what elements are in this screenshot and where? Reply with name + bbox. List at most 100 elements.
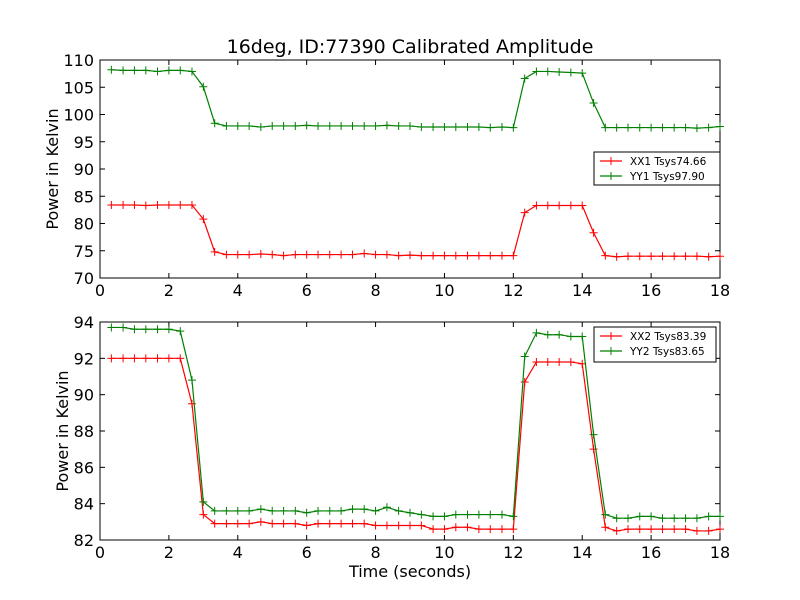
data-point-marker — [279, 519, 288, 528]
x-tick-label: 14 — [572, 543, 592, 562]
data-point-marker — [681, 514, 690, 523]
legend-marker-swatch — [607, 172, 615, 180]
data-point-marker — [291, 121, 300, 130]
data-point-marker — [164, 325, 173, 334]
data-point-marker — [360, 519, 369, 528]
y-tick-label: 110 — [63, 51, 94, 70]
data-point-marker — [681, 252, 690, 261]
data-point-marker — [302, 521, 311, 530]
data-point-marker — [314, 121, 323, 130]
data-point-marker — [624, 525, 633, 534]
data-point-marker — [119, 66, 128, 75]
data-point-marker — [497, 510, 506, 519]
data-point-marker — [440, 123, 449, 132]
data-point-marker — [532, 328, 541, 337]
data-point-marker — [406, 521, 414, 530]
data-point-marker — [532, 357, 541, 366]
data-point-marker — [601, 510, 610, 519]
data-point-marker — [474, 510, 483, 519]
data-point-marker — [555, 357, 564, 366]
data-point-marker — [670, 123, 679, 132]
data-point-marker — [245, 121, 254, 130]
data-point-marker — [210, 119, 219, 128]
data-point-marker — [371, 250, 380, 259]
data-point-marker — [635, 123, 644, 132]
data-point-marker — [256, 123, 265, 132]
x-tick-label: 2 — [164, 543, 174, 562]
x-tick-label: 8 — [370, 281, 380, 300]
data-point-marker — [612, 526, 621, 535]
top-plot: 0 2 4 6 8 10 12 14 16 18 70 75 80 85 90 95 100 105 110 Powe… — [43, 51, 730, 300]
data-point-marker — [647, 123, 656, 132]
data-point-marker — [406, 251, 414, 260]
data-point-marker — [337, 250, 346, 259]
data-point-marker — [119, 200, 128, 209]
data-point-marker — [497, 251, 506, 260]
data-point-marker — [555, 67, 564, 76]
data-point-marker — [130, 354, 139, 363]
x-tick-label: 10 — [434, 281, 454, 300]
data-point-marker — [543, 330, 552, 339]
series-xx2 — [107, 354, 724, 535]
data-point-marker — [658, 123, 667, 132]
data-point-marker — [199, 82, 208, 91]
data-point-marker — [497, 525, 506, 534]
data-point-marker — [199, 510, 208, 519]
x-tick-label: 12 — [503, 281, 523, 300]
data-point-marker — [107, 200, 116, 209]
data-point-marker — [681, 525, 690, 534]
x-tick-label: 0 — [95, 543, 105, 562]
data-point-marker — [187, 376, 196, 385]
data-point-marker — [164, 66, 173, 75]
data-point-marker — [440, 525, 449, 534]
data-point-marker — [222, 506, 231, 515]
data-point-marker — [486, 510, 495, 519]
data-point-marker — [325, 506, 334, 515]
data-point-marker — [566, 68, 575, 77]
data-point-marker — [268, 506, 277, 515]
data-point-marker — [406, 508, 414, 517]
data-point-marker — [210, 506, 219, 515]
data-point-marker — [222, 250, 231, 259]
data-point-marker — [268, 121, 277, 130]
data-point-marker — [141, 325, 150, 334]
data-point-marker — [176, 200, 185, 209]
data-point-marker — [555, 201, 564, 210]
data-point-marker — [601, 123, 610, 132]
data-point-marker — [647, 512, 656, 521]
legend-marker-swatch — [607, 347, 615, 355]
data-point-marker — [325, 250, 334, 259]
data-point-marker — [578, 332, 587, 341]
data-point-marker — [360, 249, 369, 258]
data-point-marker — [624, 252, 633, 261]
y-tick-label: 100 — [63, 106, 94, 125]
data-point-marker — [210, 247, 219, 256]
data-point-marker — [382, 250, 391, 259]
data-point-marker — [176, 66, 185, 75]
x-tick-label: 16 — [641, 543, 661, 562]
data-point-marker — [153, 67, 162, 76]
data-point-marker — [474, 123, 483, 132]
data-point-marker — [325, 519, 334, 528]
data-point-marker — [429, 251, 438, 260]
data-point-marker — [371, 121, 380, 130]
data-point-marker — [107, 65, 116, 74]
data-point-marker — [716, 512, 724, 521]
legend-box — [593, 151, 721, 186]
data-point-marker — [222, 121, 231, 130]
data-point-marker — [543, 357, 552, 366]
data-point-marker — [532, 201, 541, 210]
data-point-marker — [589, 430, 598, 439]
data-point-marker — [578, 69, 587, 78]
data-point-marker — [314, 519, 323, 528]
data-point-marker — [509, 123, 518, 132]
data-point-marker — [371, 521, 380, 530]
data-point-marker — [119, 354, 128, 363]
data-point-marker — [382, 521, 391, 530]
data-point-marker — [187, 67, 196, 76]
data-point-marker — [417, 510, 426, 519]
x-tick-label: 6 — [302, 543, 312, 562]
data-point-marker — [704, 123, 713, 132]
data-point-marker — [589, 99, 598, 108]
data-point-marker — [360, 505, 369, 514]
